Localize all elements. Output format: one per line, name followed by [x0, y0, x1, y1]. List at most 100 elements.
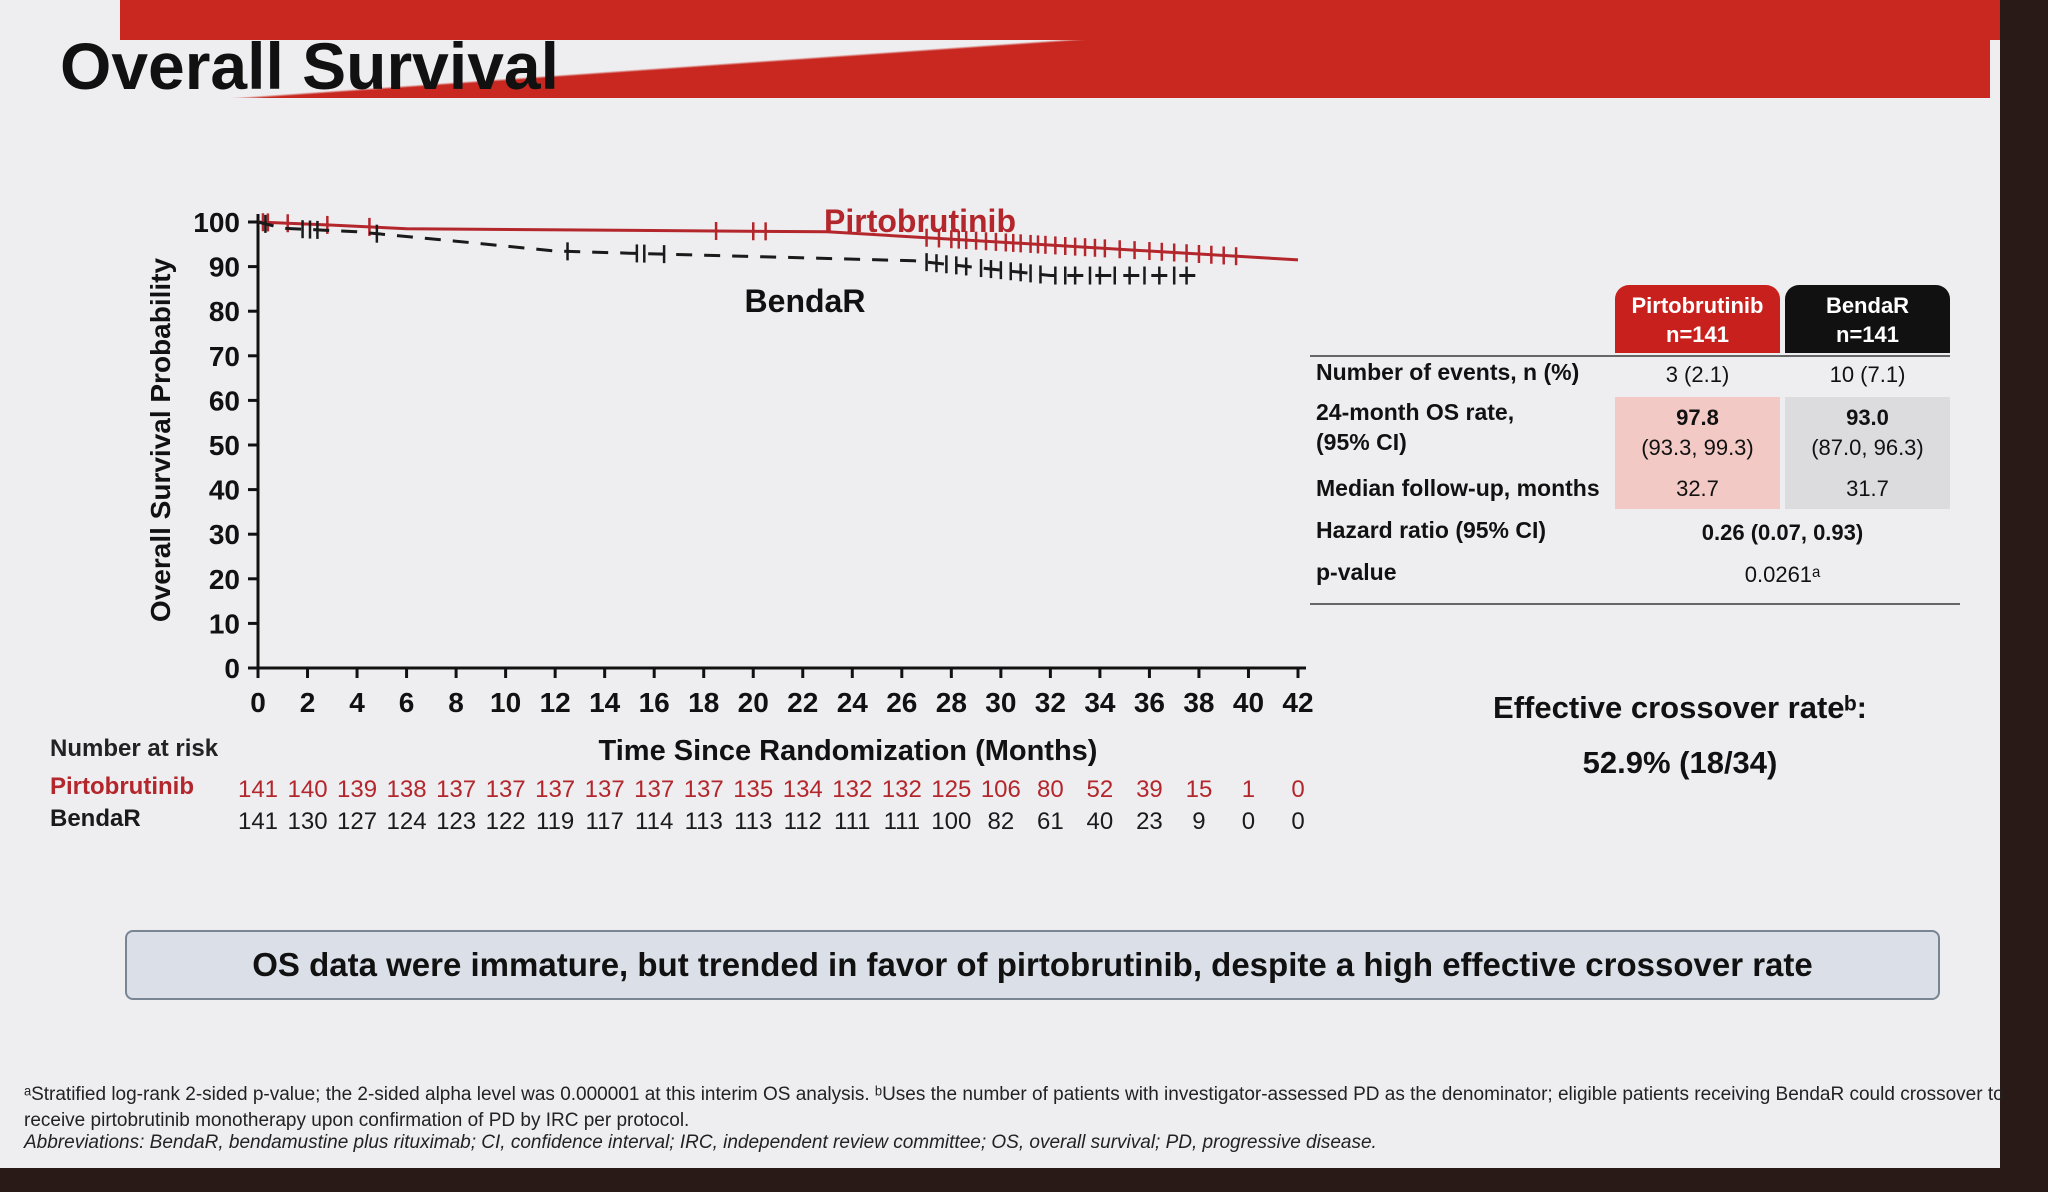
risk-row-label-pirtobrutinib: Pirtobrutinib — [50, 773, 194, 800]
slide-title: Overall Survival — [60, 29, 559, 103]
risk-value: 132 — [832, 776, 872, 803]
risk-value: 137 — [684, 776, 724, 803]
risk-value: 137 — [585, 776, 625, 803]
risk-value: 39 — [1136, 776, 1163, 803]
risk-value: 0 — [1242, 808, 1255, 835]
slide: Overall Survival Overall Survival Probab… — [0, 0, 2004, 1168]
series-layer — [257, 213, 1299, 285]
cell-os-rate-pirtobrutinib-ci: (93.3, 99.3) — [1641, 435, 1754, 460]
x-tick-label: 26 — [886, 687, 917, 718]
risk-value: 52 — [1087, 776, 1114, 803]
y-axis-title: Overall Survival Probability — [145, 258, 176, 623]
x-tick-label: 24 — [837, 687, 869, 718]
risk-value: 140 — [288, 776, 328, 803]
cell-events-pirtobrutinib: 3 (2.1) — [1665, 362, 1730, 387]
risk-value: 123 — [436, 808, 476, 835]
table-bottom-rule — [1310, 603, 1960, 605]
cell-follow-up-bendar: 31.7 — [1785, 469, 1950, 509]
x-tick-label: 16 — [639, 687, 670, 718]
x-tick-label: 2 — [300, 687, 316, 718]
row-label-follow-up: Median follow-up, months — [1316, 475, 1600, 501]
col-head-bendar-n: n=141 — [1836, 322, 1899, 347]
risk-value: 114 — [635, 808, 673, 835]
risk-value: 113 — [685, 808, 723, 835]
cell-events-bendar: 10 (7.1) — [1829, 362, 1906, 387]
risk-value: 125 — [931, 776, 971, 803]
x-tick-label: 20 — [738, 687, 769, 718]
risk-value: 23 — [1136, 808, 1163, 835]
risk-value: 141 — [238, 808, 278, 835]
series-line-pirtobrutinib — [257, 220, 1299, 262]
cell-hazard-ratio: 0.26 (0.07, 0.93) — [1701, 520, 1864, 545]
x-tick-label: 22 — [787, 687, 818, 718]
risk-value: 61 — [1037, 808, 1064, 835]
risk-value: 82 — [988, 808, 1015, 835]
cell-os-rate-pirtobrutinib: 97.8 (93.3, 99.3) — [1615, 397, 1780, 469]
risk-value: 0 — [1291, 776, 1304, 803]
cell-os-rate-pirtobrutinib-value: 97.8 — [1676, 405, 1719, 430]
y-tick-label: 100 — [193, 207, 240, 238]
cell-os-rate-bendar-value: 93.0 — [1846, 405, 1889, 430]
risk-value: 111 — [884, 808, 920, 835]
risk-value: 111 — [834, 808, 870, 835]
y-tick-label: 70 — [209, 341, 240, 372]
risk-value: 112 — [784, 808, 822, 835]
header-band-top — [120, 0, 2000, 40]
number-at-risk-values: 141 140 139 138 137 137 137 137 137 137 135 134 132 1… — [238, 776, 1305, 835]
risk-value: 137 — [436, 776, 476, 803]
footnote-abbreviations: Abbreviations: BendaR, bendamustine plus… — [24, 1132, 1377, 1153]
x-tick-label: 32 — [1035, 687, 1066, 718]
risk-value: 127 — [337, 808, 377, 835]
risk-value: 141 — [238, 776, 278, 803]
x-tick-label: 10 — [490, 687, 521, 718]
crossover-title: Effective crossover rateᵇ: — [1493, 690, 1867, 725]
x-tick-label: 36 — [1134, 687, 1165, 718]
cell-follow-up-pirtobrutinib: 32.7 — [1615, 469, 1780, 509]
km-chart: Overall Survival Probability Time Since … — [145, 203, 1314, 835]
y-tick-label: 60 — [209, 385, 240, 416]
cell-os-rate-bendar-ci: (87.0, 96.3) — [1811, 435, 1924, 460]
col-head-pirtobrutinib-n: n=141 — [1666, 322, 1729, 347]
number-at-risk-heading: Number at risk — [50, 735, 219, 762]
risk-value: 1 — [1242, 776, 1255, 803]
risk-value: 132 — [882, 776, 922, 803]
y-tick-label: 50 — [209, 430, 240, 461]
col-head-pirtobrutinib: Pirtobrutinib n=141 — [1615, 285, 1780, 353]
x-tick-label: 34 — [1084, 687, 1116, 718]
x-tick-label: 42 — [1282, 687, 1313, 718]
x-tick-label: 28 — [936, 687, 967, 718]
x-tick-label: 0 — [250, 687, 266, 718]
risk-value: 0 — [1291, 808, 1304, 835]
col-head-bendar-name: BendaR — [1825, 293, 1910, 318]
risk-value: 135 — [733, 776, 773, 803]
x-tick-label: 8 — [448, 687, 464, 718]
x-tick-label: 38 — [1183, 687, 1214, 718]
risk-value: 106 — [981, 776, 1021, 803]
y-tick-label: 20 — [209, 564, 240, 595]
x-tick-label: 12 — [540, 687, 571, 718]
series-label-bendar: BendaR — [745, 283, 866, 319]
risk-value: 137 — [634, 776, 674, 803]
footnote-1: ᵃStratified log-rank 2-sided p-value; th… — [24, 1084, 2004, 1131]
risk-value: 134 — [783, 776, 823, 803]
risk-value: 100 — [931, 808, 971, 835]
col-head-bendar: BendaR n=141 — [1785, 285, 1950, 353]
risk-value: 138 — [387, 776, 427, 803]
y-tick-label: 0 — [224, 653, 240, 684]
table-top-rule — [1310, 355, 1950, 357]
y-tick-label: 30 — [209, 519, 240, 550]
cell-p-value: 0.0261ᵃ — [1744, 562, 1821, 587]
risk-value: 9 — [1192, 808, 1205, 835]
x-tick-label: 6 — [399, 687, 415, 718]
col-head-pirtobrutinib-name: Pirtobrutinib — [1631, 293, 1764, 318]
risk-row-label-bendar: BendaR — [50, 805, 141, 832]
risk-value: 119 — [536, 808, 574, 835]
risk-value: 40 — [1087, 808, 1114, 835]
risk-value: 80 — [1037, 776, 1064, 803]
x-tick-label: 40 — [1233, 687, 1264, 718]
row-label-events: Number of events, n (%) — [1316, 359, 1580, 385]
risk-value: 139 — [337, 776, 377, 803]
x-tick-label: 14 — [589, 687, 621, 718]
row-label-p-value: p-value — [1316, 559, 1397, 585]
